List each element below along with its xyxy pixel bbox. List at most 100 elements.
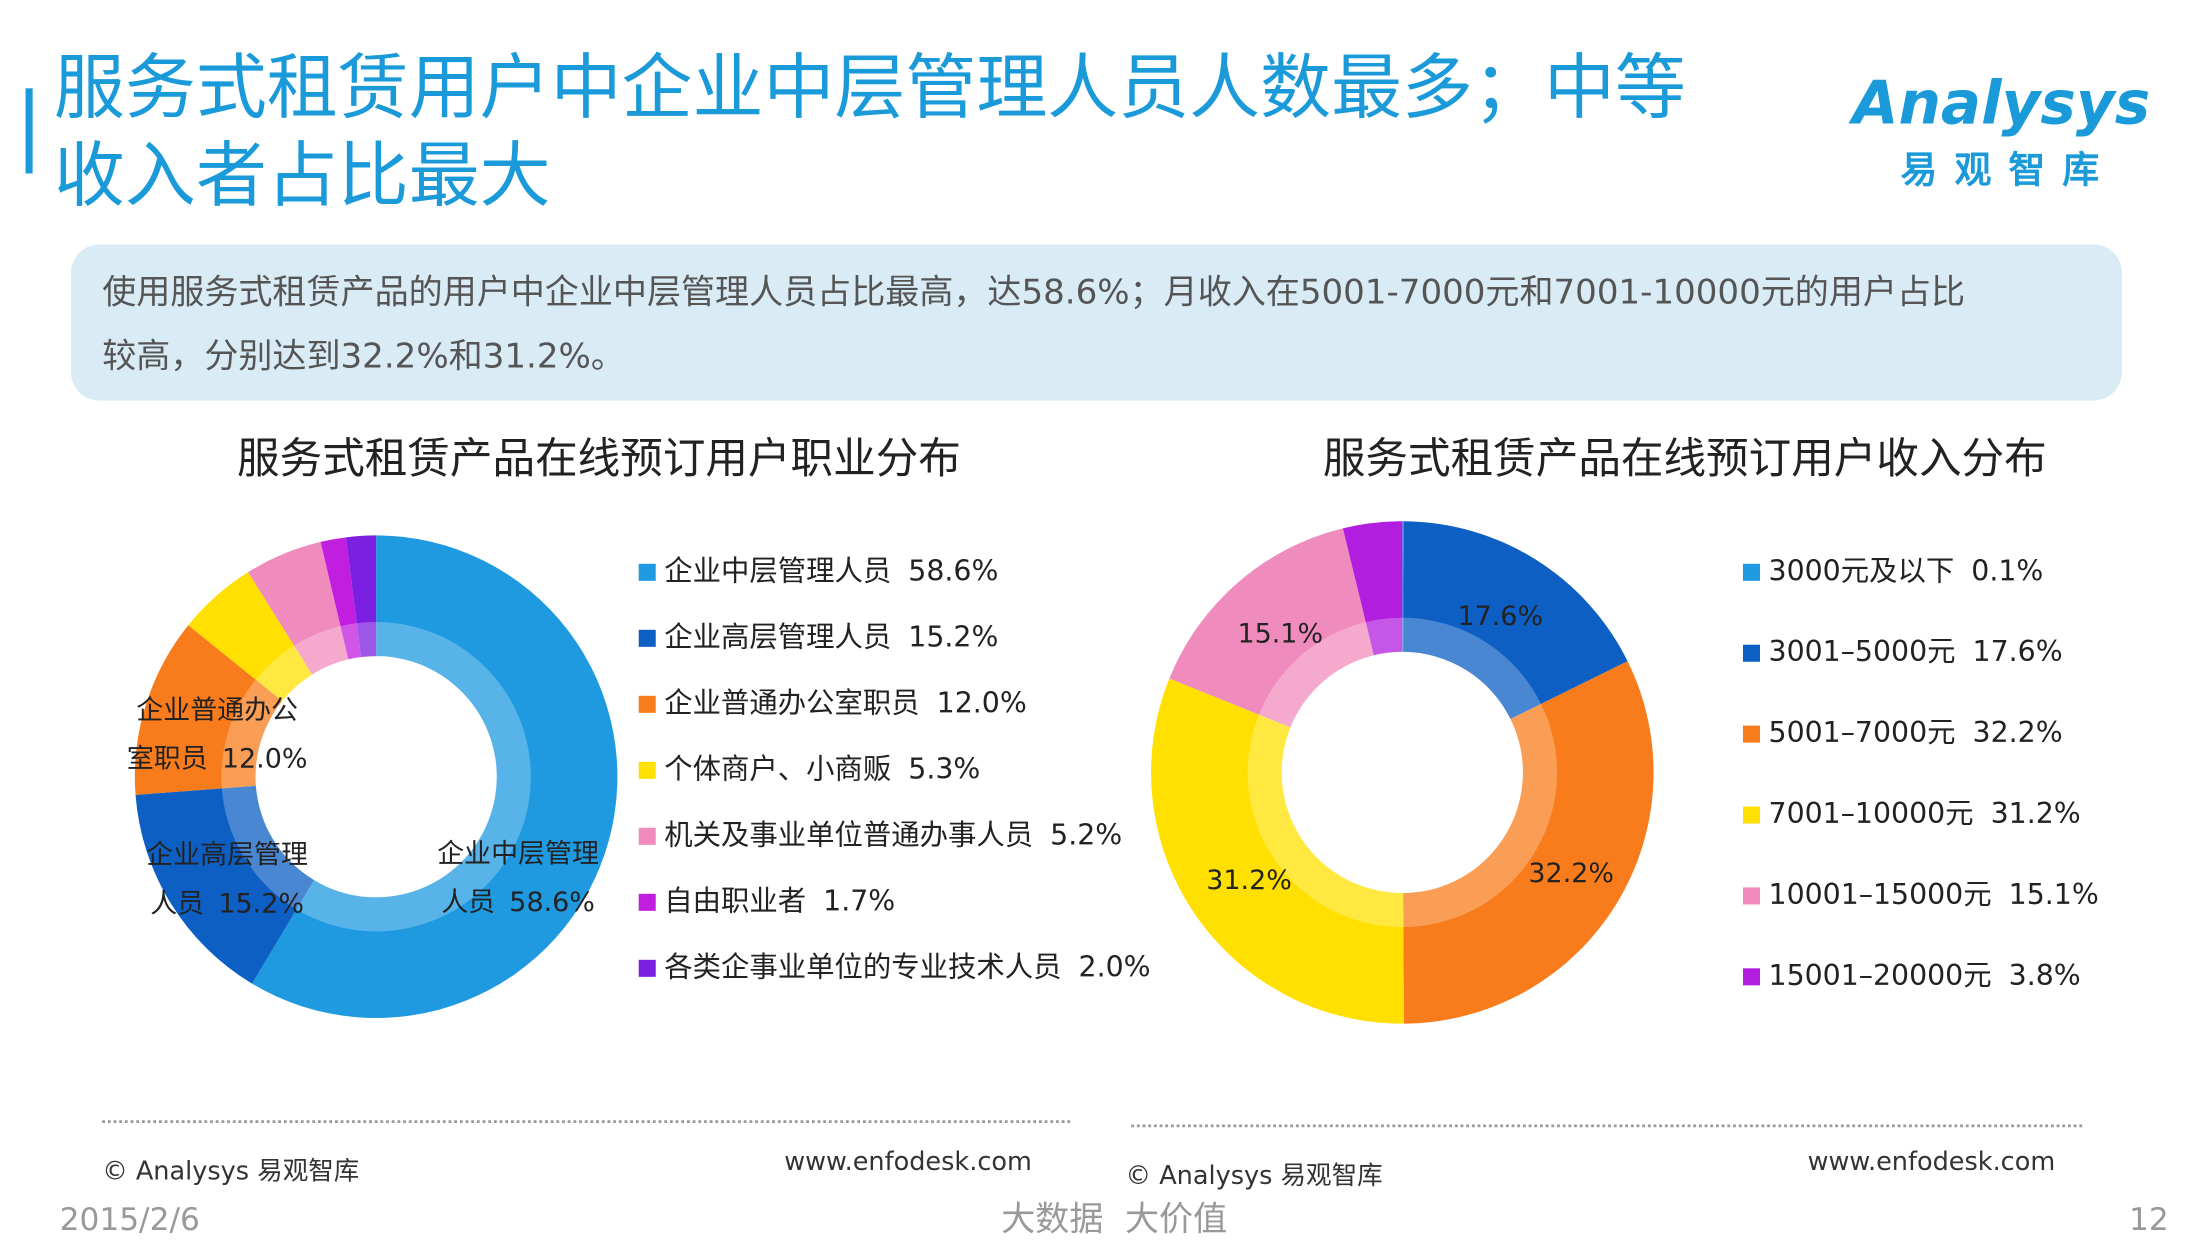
- donut-halo: [1247, 617, 1558, 928]
- legend-name: 个体商户、小商贩: [664, 752, 891, 785]
- legend-name: 企业高层管理人员: [664, 620, 891, 653]
- legend-swatch: [638, 695, 656, 713]
- legend-label: 3000元及以下 0.1%: [1769, 554, 2044, 587]
- legend-label: 5001–7000元 32.2%: [1769, 716, 2063, 749]
- summary-line: 使用服务式租赁产品的用户中企业中层管理人员占比最高，达58.6%；月收入在500…: [102, 273, 1965, 313]
- legend-swatch: [638, 827, 656, 845]
- legend-swatch: [1742, 968, 1760, 986]
- chart-title: 服务式租赁产品在线预订用户职业分布: [237, 434, 961, 484]
- logo: Analysys: [1848, 69, 2150, 138]
- legend-name: 企业中层管理人员: [664, 554, 891, 587]
- legend-label: 企业中层管理人员 58.6%: [664, 554, 998, 587]
- donut-slice: [134, 625, 283, 795]
- donut-slice: [248, 541, 349, 675]
- legend-swatch: [1742, 563, 1760, 581]
- donut-slice: [1169, 528, 1374, 728]
- donut-slice: [1151, 678, 1404, 1024]
- legend-value: 2.0%: [1079, 950, 1151, 983]
- legend-name: 各类企事业单位的专业技术人员: [664, 950, 1061, 983]
- donut-halo: [221, 622, 531, 932]
- title-bar: [25, 88, 33, 174]
- legend-value: 0.1%: [1971, 554, 2043, 587]
- legend-name: 自由职业者: [664, 884, 806, 917]
- legend-label: 10001–15000元 15.1%: [1769, 878, 2099, 911]
- legend-label: 7001–10000元 31.2%: [1769, 797, 2081, 830]
- data-label-name: 室职员: [127, 743, 208, 774]
- legend-value: 15.1%: [2009, 878, 2099, 911]
- legend-swatch: [638, 959, 656, 977]
- legend-swatch: [1742, 887, 1760, 905]
- data-label: 15.1%: [1237, 618, 1323, 649]
- donut-slice: [320, 537, 362, 660]
- legend-value: 5.3%: [908, 752, 980, 785]
- legend-swatch: [1742, 644, 1760, 662]
- legend-name: 机关及事业单位普通办事人员: [664, 818, 1033, 851]
- url: www.enfodesk.com: [784, 1147, 1032, 1177]
- legend-label: 机关及事业单位普通办事人员 5.2%: [664, 818, 1122, 851]
- chart-title: 服务式租赁产品在线预订用户收入分布: [1323, 434, 2047, 484]
- donut-slice: [251, 535, 618, 1018]
- data-label: 人员 58.6%: [441, 887, 595, 918]
- legend-label: 个体商户、小商贩 5.3%: [664, 752, 980, 785]
- title-line: 服务式租赁用户中企业中层管理人员人数最多；中等: [54, 46, 1686, 129]
- data-label: 室职员 12.0%: [127, 743, 308, 774]
- data-label-name: 人员: [150, 888, 204, 919]
- legend-name: 7001–10000元: [1769, 797, 1974, 830]
- url: www.enfodesk.com: [1808, 1147, 2056, 1177]
- source: © Analysys 易观智库: [102, 1157, 359, 1187]
- data-label: 企业中层管理: [437, 838, 599, 869]
- donut-slice: [1403, 521, 1628, 720]
- legend-name: 企业普通办公室职员: [664, 686, 919, 719]
- legend-name: 10001–15000元: [1769, 878, 1992, 911]
- summary-line: 较高，分别达到32.2%和31.2%。: [102, 337, 625, 377]
- legend-value: 1.7%: [823, 884, 895, 917]
- data-label-value: 58.6%: [509, 887, 595, 918]
- donut-slice: [1402, 521, 1404, 652]
- legend-value: 32.2%: [1973, 716, 2063, 749]
- legend-name: 5001–7000元: [1769, 716, 1956, 749]
- data-label-value: 15.2%: [218, 888, 304, 919]
- donut-slice: [135, 785, 315, 984]
- legend-label: 15001–20000元 3.8%: [1769, 959, 2081, 992]
- legend-name: 3001–5000元: [1769, 635, 1956, 668]
- legend-value: 58.6%: [908, 554, 998, 587]
- legend-swatch: [638, 761, 656, 779]
- legend-swatch: [1742, 725, 1760, 743]
- data-label: 企业普通办公: [136, 695, 298, 726]
- data-label-value: 12.0%: [222, 743, 308, 774]
- legend-value: 5.2%: [1050, 818, 1122, 851]
- legend-value: 12.0%: [937, 686, 1027, 719]
- donut-slice: [1342, 521, 1403, 656]
- legend-swatch: [638, 629, 656, 647]
- legend-swatch: [638, 563, 656, 581]
- data-label: 人员 15.2%: [150, 888, 304, 919]
- legend-label: 自由职业者 1.7%: [664, 884, 895, 917]
- legend-value: 3.8%: [2009, 959, 2081, 992]
- legend-label: 各类企事业单位的专业技术人员 2.0%: [664, 950, 1150, 983]
- donut-slice: [345, 535, 377, 658]
- title-line: 收入者占比最大: [54, 134, 551, 217]
- source: © Analysys 易观智库: [1126, 1161, 1383, 1191]
- data-label-name: 人员: [441, 887, 495, 918]
- data-label: 17.6%: [1457, 601, 1543, 632]
- donut-slice: [188, 572, 313, 701]
- data-label: 31.2%: [1206, 865, 1292, 896]
- summary-box: [70, 244, 2122, 401]
- data-label: 企业高层管理: [146, 840, 308, 871]
- legend-value: 17.6%: [1973, 635, 2063, 668]
- legend-name: 3000元及以下: [1769, 554, 1955, 587]
- legend-label: 企业高层管理人员 15.2%: [664, 620, 998, 653]
- page-number: 12: [2129, 1202, 2169, 1238]
- legend-swatch: [1742, 806, 1760, 824]
- legend-swatch: [638, 893, 656, 911]
- slogan: 大数据 大价值: [1001, 1199, 1227, 1239]
- donut-slice: [1403, 661, 1654, 1024]
- legend-name: 15001–20000元: [1769, 959, 1992, 992]
- date: 2015/2/6: [60, 1202, 200, 1238]
- legend-value: 31.2%: [1991, 797, 2081, 830]
- logo-sub: 易观智库: [1901, 149, 2117, 192]
- legend-label: 3001–5000元 17.6%: [1769, 635, 2063, 668]
- data-label: 32.2%: [1528, 858, 1614, 889]
- legend-value: 15.2%: [908, 620, 998, 653]
